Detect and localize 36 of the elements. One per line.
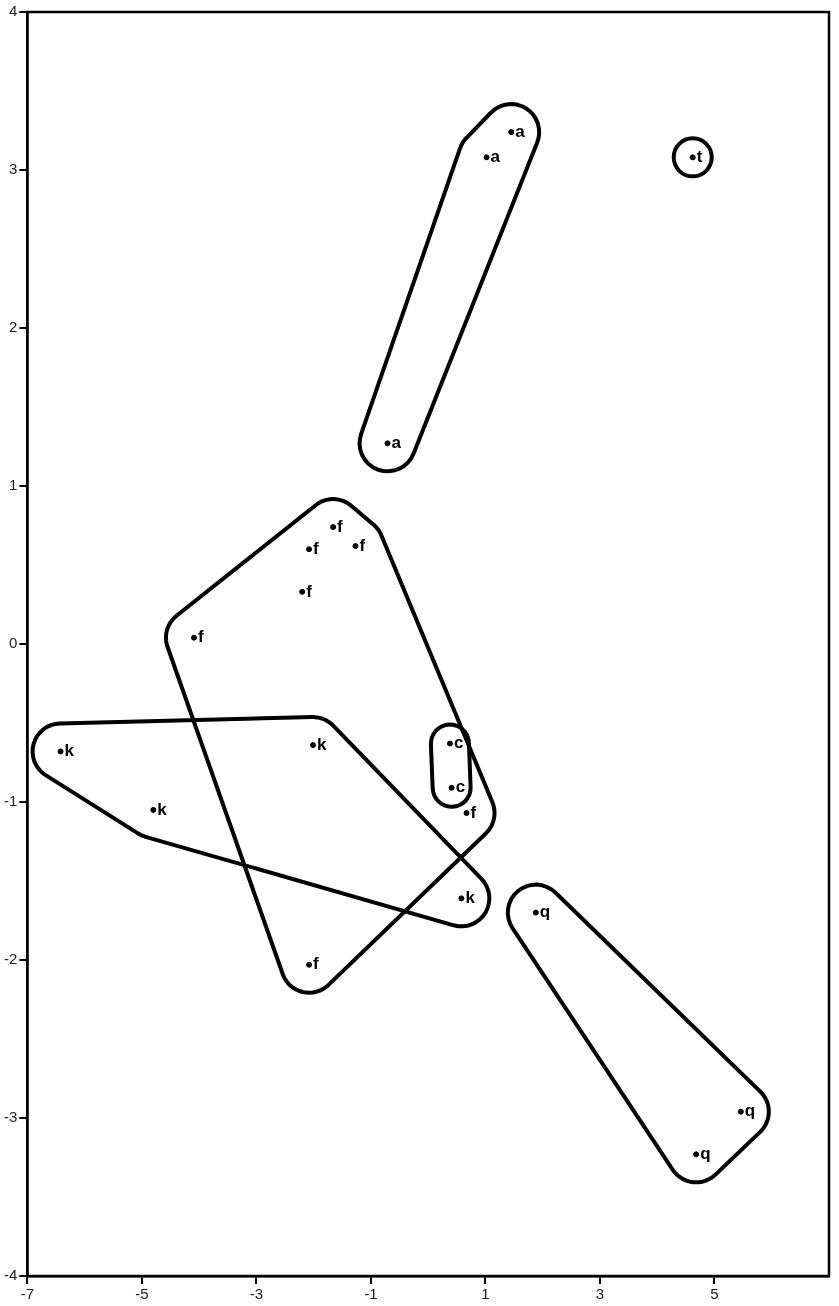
text: k — [465, 888, 475, 908]
y-tick-label: 3 — [8, 160, 18, 178]
text: c — [453, 733, 464, 753]
text: k — [317, 734, 327, 754]
y-tick-label: -2 — [3, 950, 18, 968]
x-tick-label: 1 — [481, 1285, 490, 1303]
y-tick-label: 2 — [8, 318, 18, 336]
text: c — [455, 777, 466, 797]
text: q — [744, 1101, 756, 1121]
text: f — [197, 627, 204, 647]
text: a — [391, 433, 401, 453]
series-label: t — [696, 147, 703, 167]
text: f — [313, 954, 319, 974]
text: k — [157, 799, 167, 819]
text: f — [306, 581, 312, 601]
text: k — [64, 741, 75, 761]
y-tick-label: -3 — [3, 1108, 18, 1126]
text: a — [515, 121, 526, 141]
y-tick-label: -1 — [3, 792, 18, 810]
text: q — [539, 902, 551, 922]
x-tick-label: -7 — [20, 1285, 35, 1303]
text: a — [490, 147, 501, 167]
y-tick-label: 0 — [8, 634, 18, 652]
x-tick-label: 5 — [710, 1285, 719, 1303]
x-tick-label: -1 — [364, 1285, 378, 1303]
text: f — [359, 535, 366, 555]
y-tick-label: 1 — [8, 476, 18, 494]
text: f — [470, 802, 477, 822]
text: f — [337, 516, 344, 536]
text: f — [313, 538, 319, 558]
x-tick-label: -3 — [249, 1285, 264, 1303]
y-tick-label: -4 — [3, 1266, 18, 1284]
text: q — [700, 1144, 711, 1164]
x-tick-label: 3 — [595, 1285, 605, 1303]
x-tick-label: -5 — [135, 1285, 149, 1303]
y-tick-label: 4 — [8, 2, 18, 20]
